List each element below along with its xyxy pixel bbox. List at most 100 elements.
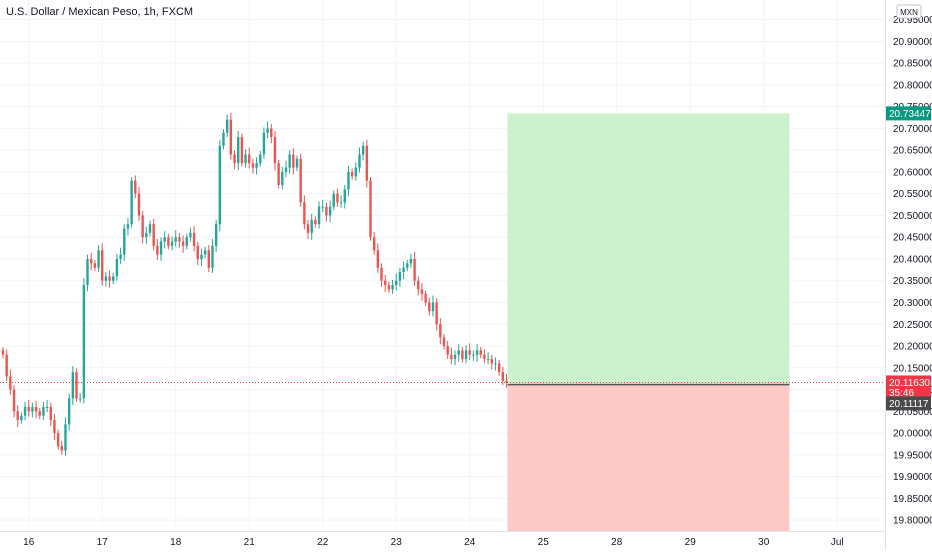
candle-body — [336, 193, 339, 203]
candle-body — [486, 359, 490, 361]
candle-body — [156, 245, 159, 255]
candle-body — [56, 433, 60, 447]
candle-body — [406, 263, 409, 268]
y-tick-label: 20.25000 — [893, 320, 932, 331]
candle-body — [137, 193, 141, 216]
y-tick-label: 20.35000 — [893, 276, 932, 287]
candle-body — [237, 137, 240, 164]
y-tick-label: 20.70000 — [893, 124, 932, 135]
entry-price-tag-text: 20.11117 — [889, 399, 929, 410]
candle-body — [328, 206, 332, 216]
y-tick-label: 20.05000 — [893, 407, 932, 418]
candle-body — [130, 180, 133, 225]
currency-badge[interactable] — [896, 4, 922, 19]
candle-body — [417, 280, 420, 290]
candle-body — [20, 415, 23, 421]
candle-body — [185, 237, 188, 246]
target-price-tag-text: 20.73447 — [889, 109, 931, 120]
candle-body — [90, 258, 93, 264]
candle-body — [45, 406, 49, 408]
candle-body — [384, 280, 387, 286]
stop-loss-zone[interactable] — [507, 384, 790, 531]
candle-body — [203, 250, 207, 255]
candle-body — [159, 241, 163, 255]
candle-body — [31, 406, 34, 412]
candle-body — [152, 224, 155, 246]
candle-body — [424, 293, 427, 303]
x-tick-label: 18 — [170, 537, 182, 548]
candle-body — [339, 202, 343, 204]
y-tick-label: 19.80000 — [893, 516, 932, 527]
candle-body — [446, 346, 449, 355]
candlesticks — [1, 112, 508, 456]
candle-body — [101, 250, 104, 281]
y-tick-label: 19.90000 — [893, 472, 932, 483]
candle-body — [288, 154, 291, 168]
candle-body — [494, 363, 497, 365]
candle-body — [251, 163, 255, 168]
candle-body — [126, 224, 130, 229]
candle-body — [192, 232, 196, 246]
candle-body — [244, 154, 247, 164]
candle-body — [134, 180, 137, 194]
candle-body — [167, 237, 170, 246]
candle-body — [16, 411, 19, 421]
candle-body — [75, 372, 78, 399]
profit-target-zone[interactable] — [507, 113, 790, 385]
candle-body — [23, 406, 27, 416]
candle-body — [71, 372, 75, 399]
candle-body — [60, 446, 63, 451]
candle-body — [497, 363, 501, 373]
candle-body — [123, 228, 126, 255]
candle-body — [461, 350, 464, 360]
candle-body — [12, 389, 16, 412]
candle-body — [317, 206, 321, 225]
y-tick-label: 20.20000 — [893, 342, 932, 353]
candle-body — [255, 163, 258, 168]
candle-body — [82, 285, 86, 399]
candle-body — [332, 193, 335, 207]
candle-body — [248, 154, 251, 164]
y-tick-label: 20.40000 — [893, 254, 932, 265]
candle-body — [314, 219, 317, 225]
candle-body — [501, 372, 504, 381]
target-price-tag — [886, 106, 931, 121]
x-tick-label: 21 — [244, 537, 256, 548]
candle-body — [27, 406, 30, 412]
entry-price-tag — [886, 396, 931, 411]
candle-body — [1, 350, 5, 355]
candle-body — [115, 258, 119, 277]
y-tick-label: 20.85000 — [893, 59, 932, 70]
candle-body — [431, 302, 435, 312]
y-tick-label: 20.95000 — [893, 15, 932, 26]
candle-body — [42, 406, 45, 416]
y-tick-label: 20.55000 — [893, 189, 932, 200]
candle-body — [78, 398, 82, 400]
candle-body — [86, 258, 89, 286]
candle-body — [295, 158, 299, 168]
x-tick-label: 29 — [685, 537, 697, 548]
position-zones[interactable] — [507, 113, 790, 531]
candle-body — [34, 406, 38, 412]
y-tick-label: 20.00000 — [893, 429, 932, 440]
candle-body — [464, 350, 468, 360]
candle-body — [163, 237, 166, 242]
candle-body — [350, 171, 354, 177]
candle-body — [398, 272, 402, 281]
candle-body — [402, 267, 405, 273]
candle-body — [97, 250, 100, 268]
candle-body — [435, 302, 438, 325]
candle-body — [490, 359, 493, 364]
candle-body — [189, 232, 192, 238]
x-tick-label: 17 — [97, 537, 109, 548]
x-tick-label: Jul — [831, 537, 844, 548]
candle-body — [145, 232, 148, 238]
candle-body — [178, 237, 181, 242]
candle-body — [53, 420, 56, 434]
candle-body — [181, 241, 185, 246]
y-tick-label: 20.15000 — [893, 363, 932, 374]
candle-body — [321, 206, 324, 208]
candle-body — [5, 354, 8, 377]
